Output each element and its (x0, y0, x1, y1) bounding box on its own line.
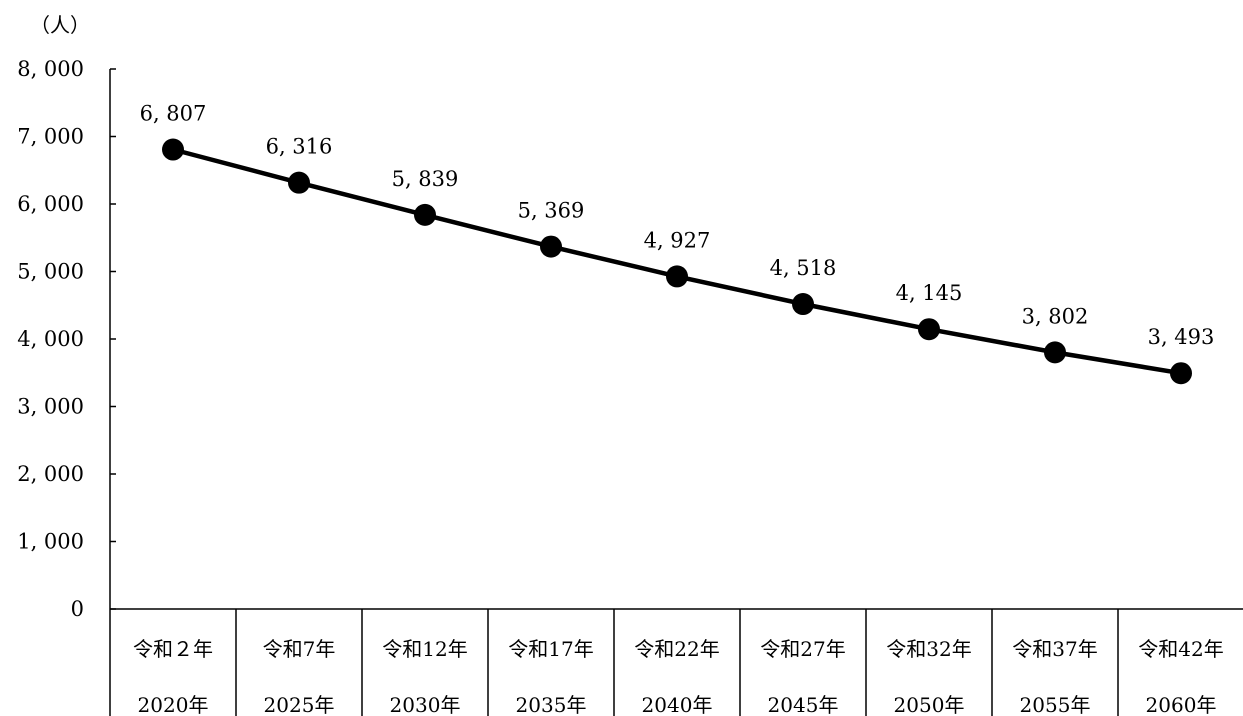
data-point (1170, 362, 1192, 385)
data-label: 5, 839 (392, 167, 459, 191)
x-category-era-label: 令和42年 (1138, 637, 1223, 661)
data-point (666, 265, 688, 288)
y-tick-label: 7, 000 (17, 125, 84, 149)
x-category-year-label: 2055年 (1020, 693, 1091, 716)
data-label: 4, 145 (896, 281, 963, 305)
x-category-era-label: 令和7年 (263, 637, 336, 661)
x-category-year-label: 2060年 (1146, 693, 1217, 716)
y-tick-label: 1, 000 (17, 530, 84, 554)
y-axis-ticks: 0 1, 000 2, 000 3, 000 4, 000 5, 000 6, 000 7, … (17, 57, 116, 621)
y-tick-label: 3, 000 (17, 395, 84, 419)
y-tick-label: 4, 000 (17, 327, 84, 351)
y-axis-unit-label: （人） (30, 13, 90, 37)
y-tick-label: 6, 000 (17, 192, 84, 216)
y-tick-label: 2, 000 (17, 462, 84, 486)
data-label: 6, 316 (266, 135, 333, 159)
x-category-year-label: 2045年 (768, 693, 839, 716)
y-tick-label: 0 (71, 597, 84, 621)
x-category-era-label: 令和17年 (508, 637, 593, 661)
series-layer (162, 138, 1192, 385)
x-category-era-label: 令和12年 (382, 637, 467, 661)
x-axis-categories: 令和２年 2020年 令和7年 2025年 令和12年 2030年 令和17年 2035年 令和… (133, 609, 1224, 716)
data-labels: 6, 807 6, 316 5, 839 5, 369 4, 927 4, 518 4, 1… (140, 102, 1215, 350)
data-label: 4, 927 (644, 228, 711, 252)
data-label: 4, 518 (770, 256, 837, 280)
axes (109, 69, 1243, 716)
data-point (792, 293, 814, 316)
x-category-era-label: 令和37年 (1012, 637, 1097, 661)
data-point (1044, 341, 1066, 364)
x-category-era-label: 令和27年 (760, 637, 845, 661)
data-label: 5, 369 (518, 199, 585, 223)
series-line (172, 147, 1182, 376)
x-category-era-label: 令和22年 (634, 637, 719, 661)
data-point (918, 318, 940, 341)
y-tick-label: 8, 000 (17, 57, 84, 81)
x-category-year-label: 2035年 (516, 693, 587, 716)
data-label: 6, 807 (140, 102, 207, 126)
x-category-year-label: 2020年 (138, 693, 209, 716)
x-category-year-label: 2040年 (642, 693, 713, 716)
x-category-year-label: 2025年 (264, 693, 335, 716)
data-point (414, 203, 436, 226)
x-category-year-label: 2050年 (894, 693, 965, 716)
x-category-year-label: 2030年 (390, 693, 461, 716)
data-label: 3, 493 (1148, 325, 1215, 349)
data-label: 3, 802 (1022, 304, 1089, 328)
data-point (288, 171, 310, 194)
x-category-era-label: 令和32年 (886, 637, 971, 661)
y-tick-label: 5, 000 (17, 260, 84, 284)
x-category-era-label: 令和２年 (133, 637, 213, 661)
data-point (162, 138, 184, 161)
data-point (540, 235, 562, 258)
